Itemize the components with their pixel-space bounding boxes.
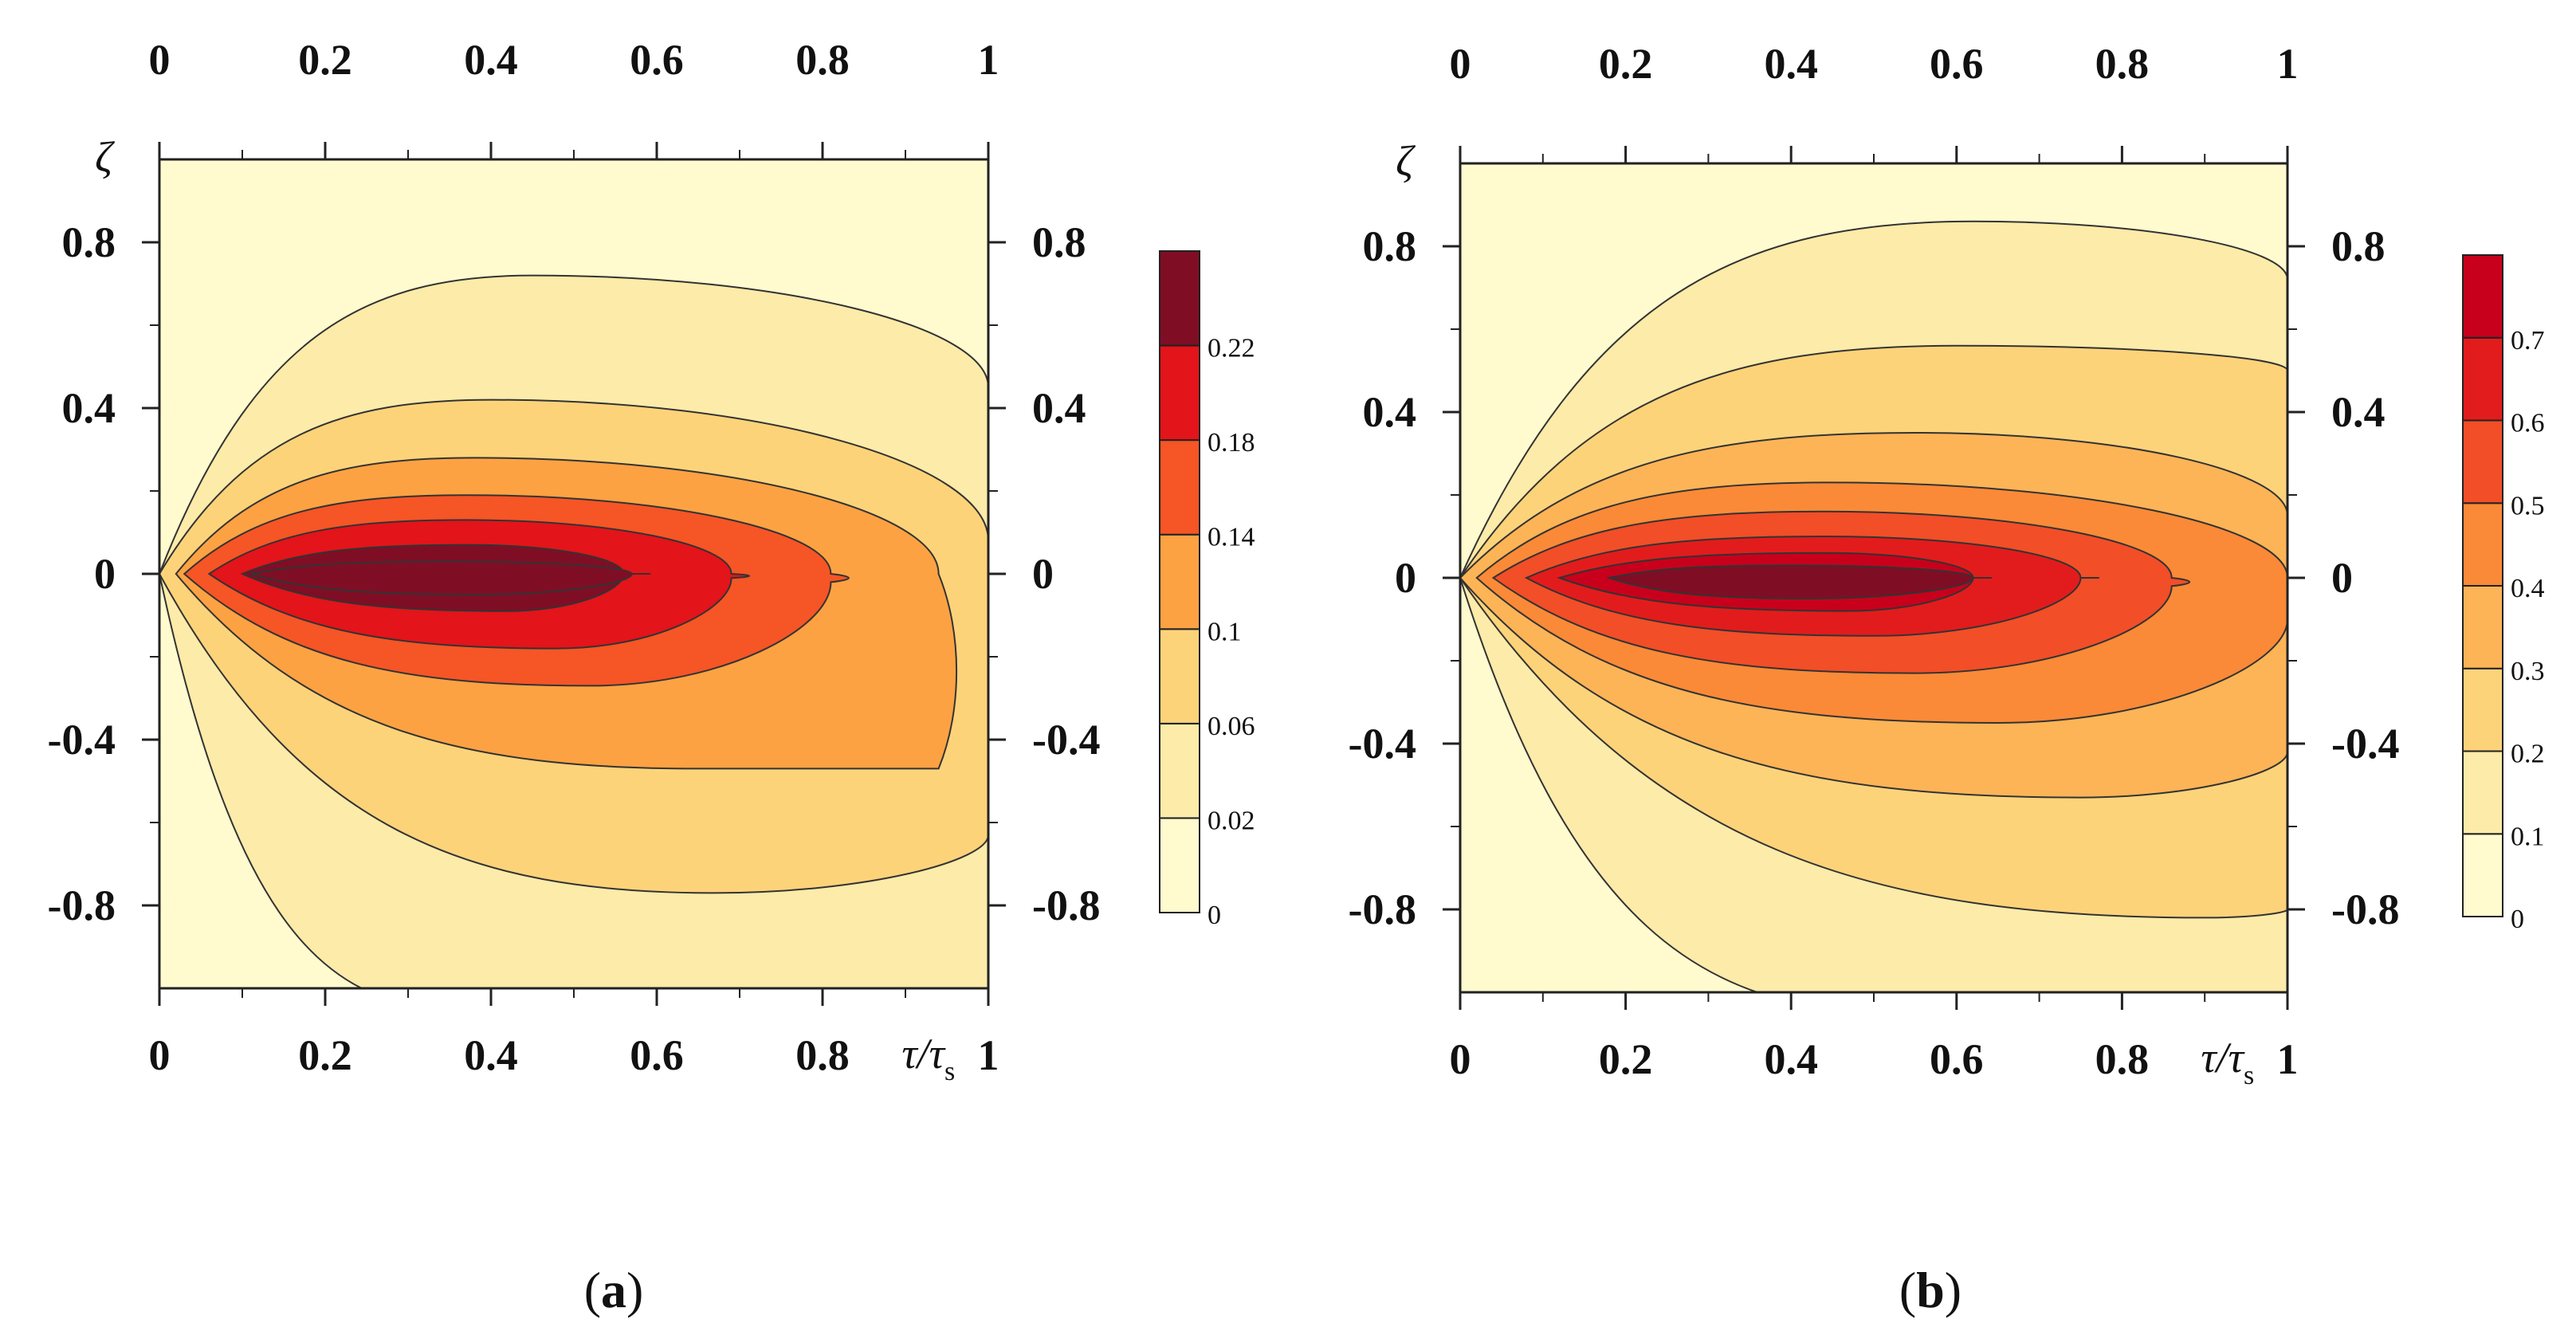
panel-a: 0 0 0.2 0.2 0.4 0.4 0.6 0.6 0.8 0.8 1 1 0.8 0.8 0.4 0.4… [48,36,1255,1318]
x-tick-label-top: 0.2 [298,36,352,84]
x-axis-label-subscript: s [944,1057,955,1086]
x-tick-label-bottom: 0.2 [298,1031,352,1079]
colorbar-segment [2462,833,2503,917]
colorbar-segment [2462,667,2503,752]
y-tick-label-left: -0.4 [48,716,116,764]
contour-level-0.75 [1606,564,1993,600]
colorbar-label: 0.14 [1208,523,1255,552]
x-tick-label-top: 0.8 [795,36,850,84]
y-tick-label-left: 0.4 [1363,388,1417,436]
x-tick-label-bottom: 0.8 [795,1031,850,1079]
x-tick-label-bottom: 0 [1450,1035,1471,1083]
x-tick-label-top: 0 [1450,40,1471,88]
colorbar-segment [2462,419,2503,505]
x-tick-label-top: 0.6 [630,36,684,84]
colorbar-segment [1159,344,1200,442]
y-tick-label-left: 0 [94,550,116,598]
y-tick-label-right: -0.4 [1032,716,1100,764]
x-tick-label-bottom: 0.2 [1599,1035,1653,1083]
colorbar-label: 0.3 [2511,657,2545,686]
y-tick-label-right: -0.8 [1032,881,1100,929]
x-tick-label-bottom: 0.4 [464,1031,518,1079]
y-tick-label-left: -0.8 [48,881,116,929]
y-tick-label-right: -0.8 [2331,885,2399,933]
x-axis-label: τ/τ [901,1030,945,1078]
x-tick-label-bottom: 1 [978,1031,999,1079]
plot-area [159,159,988,988]
x-tick-label-bottom: 0.8 [2095,1035,2150,1083]
x-tick-label-top: 1 [978,36,999,84]
x-tick-label-top: 0.6 [1930,40,1984,88]
colorbar-segment [2462,750,2503,835]
x-axis-label: τ/τ [2201,1034,2244,1082]
y-tick-label-right: 0.8 [1032,218,1086,266]
colorbar-label: 0 [2511,905,2524,934]
y-tick-label-right: 0 [2331,554,2353,602]
colorbar-segment [1159,250,1200,347]
colorbar-label: 0.22 [1208,334,1255,363]
colorbar-segment [2462,502,2503,587]
colorbar-frame [1159,250,1200,913]
x-tick-label-top: 0.4 [464,36,518,84]
x-tick-label-top: 1 [2277,40,2299,88]
x-tick-label-top: 0.8 [2095,40,2150,88]
contour-level-0.24 [250,560,651,596]
x-tick-label-top: 0.4 [1764,40,1818,88]
y-tick-label-left: -0.4 [1349,720,1416,768]
x-tick-label-bottom: 0.4 [1764,1035,1818,1083]
colorbar-label: 0.1 [1208,617,1242,646]
y-tick-label-left: 0.8 [62,218,116,266]
plot-area [1460,163,2287,992]
y-tick-label-right: 0.8 [2331,222,2386,270]
colorbar-label: 0.02 [1208,806,1255,835]
y-tick-label-left: -0.8 [1349,885,1416,933]
colorbar-segment [1159,722,1200,819]
colorbar-segment [1159,533,1200,630]
colorbar-segment [1159,439,1200,536]
colorbar-label: 0.2 [2511,740,2545,769]
colorbar-segment [2462,336,2503,422]
colorbar-frame [2462,254,2503,917]
y-tick-label-right: 0.4 [2331,388,2386,436]
colorbar-label: 0.5 [2511,491,2545,520]
x-axis-label-subscript: s [2244,1061,2254,1090]
x-tick-label-bottom: 0 [149,1031,171,1079]
y-tick-label-right: -0.4 [2331,720,2399,768]
y-tick-label-right: 0 [1032,550,1054,598]
x-tick-label-top: 0.2 [1599,40,1653,88]
colorbar-label: 0 [1208,901,1221,930]
colorbar-segment [1159,817,1200,914]
colorbar-label: 0.18 [1208,428,1255,457]
colorbar-segment [2462,254,2503,339]
y-tick-label-left: 0.4 [62,384,116,432]
y-axis-label: ζ [1396,137,1416,185]
x-tick-label-bottom: 0.6 [1930,1035,1984,1083]
x-tick-label-bottom: 1 [2277,1035,2299,1083]
y-tick-label-right: 0.4 [1032,384,1086,432]
y-tick-label-left: 0 [1395,554,1416,602]
colorbar-label: 0.06 [1208,712,1255,741]
panel-caption: (a) [584,1262,644,1318]
colorbar-segment [2462,585,2503,669]
y-axis-label: ζ [95,133,115,181]
colorbar-label: 0.7 [2511,326,2545,355]
colorbar-label: 0.4 [2511,574,2545,603]
colorbar-label: 0.1 [2511,822,2545,851]
x-tick-label-bottom: 0.6 [630,1031,684,1079]
colorbar-label: 0.6 [2511,409,2545,438]
y-tick-label-left: 0.8 [1363,222,1417,270]
colorbar-segment [1159,628,1200,724]
x-tick-label-top: 0 [149,36,171,84]
panel-caption: (b) [1899,1262,1961,1318]
panel-b: 0 0 0.2 0.2 0.4 0.4 0.6 0.6 0.8 0.8 1 1 0.8 0.8 0.4 0.4… [1349,40,2545,1318]
